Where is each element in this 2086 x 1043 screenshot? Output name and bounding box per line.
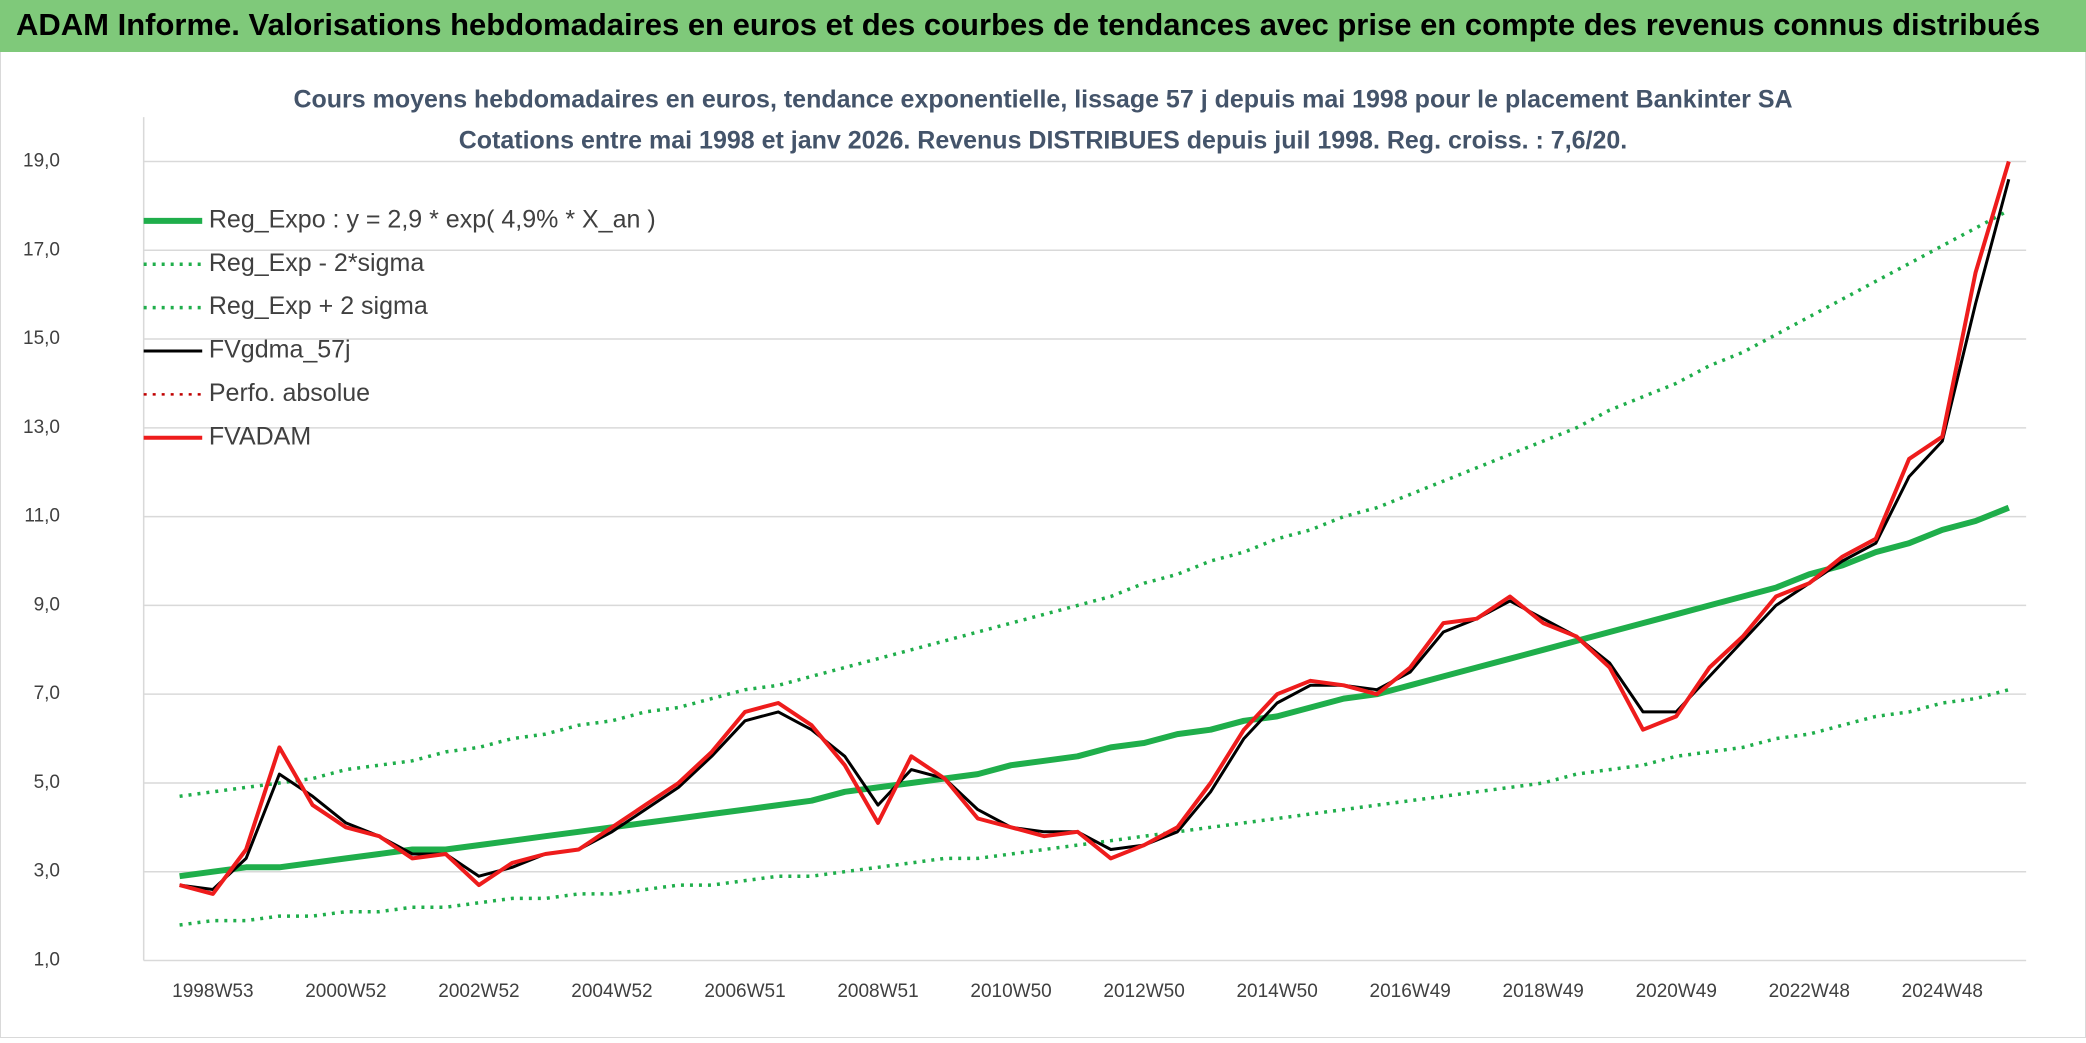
x-tick-label: 2002W52 [438, 981, 519, 1002]
x-tick-label: 1998W53 [172, 981, 253, 1002]
x-tick-label: 2018W49 [1503, 981, 1584, 1002]
x-tick-label: 2010W50 [970, 981, 1051, 1002]
legend: Reg_Expo : y = 2,9 * exp( 4,9% * X_an ) R… [143, 205, 656, 450]
legend-label: Perfo. absolue [209, 379, 370, 407]
x-tick-label: 2022W48 [1769, 981, 1850, 1002]
x-tick-label: 2006W51 [704, 981, 785, 1002]
legend-label: Reg_Exp - 2*sigma [209, 249, 424, 277]
x-tick-label: 2016W49 [1370, 981, 1451, 1002]
series [179, 160, 2011, 927]
grid: 1,0 3,0 5,0 7,0 9,0 11,0 13,0 15,0 17,0 19,0 1998W… [23, 117, 2027, 1002]
x-tick-label: 2014W50 [1236, 981, 1317, 1002]
x-tick-label: 2000W52 [305, 981, 386, 1002]
x-tick-label: 2008W51 [837, 981, 918, 1002]
y-tick-label: 13,0 [23, 417, 60, 438]
y-tick-label: 9,0 [34, 594, 60, 615]
x-tick-label: 2004W52 [571, 981, 652, 1002]
y-tick-label: 19,0 [23, 150, 60, 171]
legend-label: Reg_Expo : y = 2,9 * exp( 4,9% * X_an ) [209, 205, 656, 233]
chart-subtitle: Cotations entre mai 1998 et janv 2026. R… [459, 127, 1628, 155]
y-tick-label: 5,0 [34, 772, 60, 793]
x-tick-label: 2020W49 [1636, 981, 1717, 1002]
y-tick-label: 15,0 [23, 328, 60, 349]
x-tick-label: 2024W48 [1902, 981, 1983, 1002]
y-tick-label: 11,0 [24, 506, 60, 527]
legend-label: Reg_Exp + 2 sigma [209, 292, 428, 320]
legend-label: FVADAM [209, 422, 311, 450]
series-line [179, 178, 2011, 891]
chart-title: Cours moyens hebdomadaires en euros, ten… [293, 86, 1792, 114]
y-tick-label: 3,0 [34, 861, 60, 882]
series-line [179, 160, 2011, 896]
x-tick-label: 2012W50 [1103, 981, 1184, 1002]
series-line [179, 208, 2010, 799]
legend-label: FVgdma_57j [209, 336, 351, 364]
header-bar [0, 0, 2086, 52]
y-tick-label: 1,0 [34, 950, 60, 971]
header-title: ADAM Informe. Valorisations hebdomadaire… [16, 7, 2040, 42]
series-line [179, 504, 2010, 880]
y-tick-label: 17,0 [23, 239, 60, 260]
y-tick-label: 7,0 [34, 683, 60, 704]
